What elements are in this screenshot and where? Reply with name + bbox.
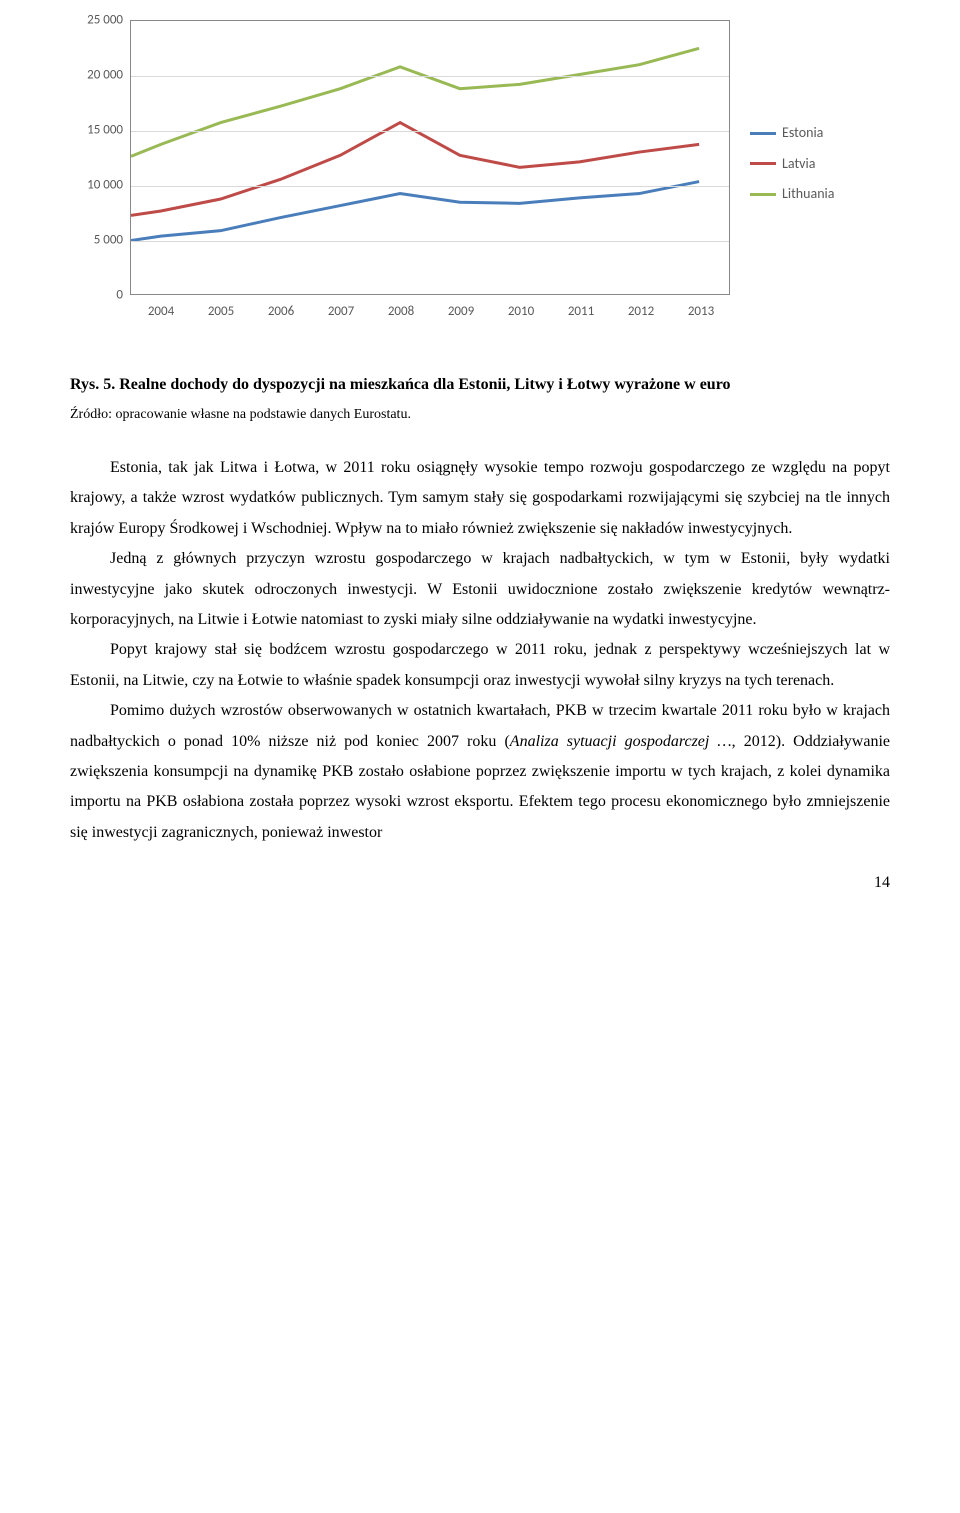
x-axis-label: 2007	[328, 300, 354, 325]
legend-item-lithuania: Lithuania	[750, 181, 834, 208]
x-axis-label: 2013	[688, 300, 714, 325]
paragraph-2: Jedną z głównych przyczyn wzrostu gospod…	[70, 544, 890, 635]
y-axis-label: 20 000	[87, 64, 123, 89]
page-number: 14	[70, 868, 890, 898]
legend-label: Latvia	[782, 151, 815, 178]
legend-label: Lithuania	[782, 181, 834, 208]
x-axis-label: 2008	[388, 300, 414, 325]
legend-swatch	[750, 132, 776, 135]
x-axis-label: 2006	[268, 300, 294, 325]
figure-caption-source: Źródło: opracowanie własne na podstawie …	[70, 402, 890, 429]
x-axis-label: 2011	[568, 300, 594, 325]
paragraph-4-italic: Analiza sytuacji gospodarczej …	[510, 733, 732, 750]
series-line-latvia	[131, 123, 699, 216]
legend-item-latvia: Latvia	[750, 151, 834, 178]
paragraph-3: Popyt krajowy stał się bodźcem wzrostu g…	[70, 635, 890, 696]
y-axis-label: 25 000	[87, 9, 123, 34]
y-axis-label: 15 000	[87, 119, 123, 144]
series-line-lithuania	[131, 48, 699, 156]
x-axis-label: 2012	[628, 300, 654, 325]
chart-legend: Estonia Latvia Lithuania	[750, 120, 834, 212]
chart-svg	[131, 21, 729, 294]
legend-swatch	[750, 162, 776, 165]
y-axis-label: 10 000	[87, 174, 123, 199]
y-axis-label: 5 000	[94, 229, 123, 254]
figure-caption-title: Rys. 5. Realne dochody do dyspozycji na …	[70, 370, 890, 400]
caption-prefix: Rys. 5.	[70, 376, 119, 393]
y-axis-label: 0	[116, 284, 123, 309]
line-chart: 0 5 000 10 000 15 000 20 000 25 000 2004 2005 20…	[70, 10, 890, 350]
paragraph-1: Estonia, tak jak Litwa i Łotwa, w 2011 r…	[70, 453, 890, 544]
x-axis-label: 2005	[208, 300, 234, 325]
legend-label: Estonia	[782, 120, 823, 147]
x-axis-label: 2004	[148, 300, 174, 325]
legend-item-estonia: Estonia	[750, 120, 834, 147]
x-axis-label: 2010	[508, 300, 534, 325]
chart-plot-area: 05 00010 00015 00020 00025 0002004200520…	[130, 20, 730, 295]
paragraph-4: Pomimo dużych wzrostów obserwowanych w o…	[70, 696, 890, 848]
legend-swatch	[750, 193, 776, 196]
x-axis-label: 2009	[448, 300, 474, 325]
series-line-estonia	[131, 182, 699, 241]
caption-text: Realne dochody do dyspozycji na mieszkań…	[119, 376, 730, 393]
